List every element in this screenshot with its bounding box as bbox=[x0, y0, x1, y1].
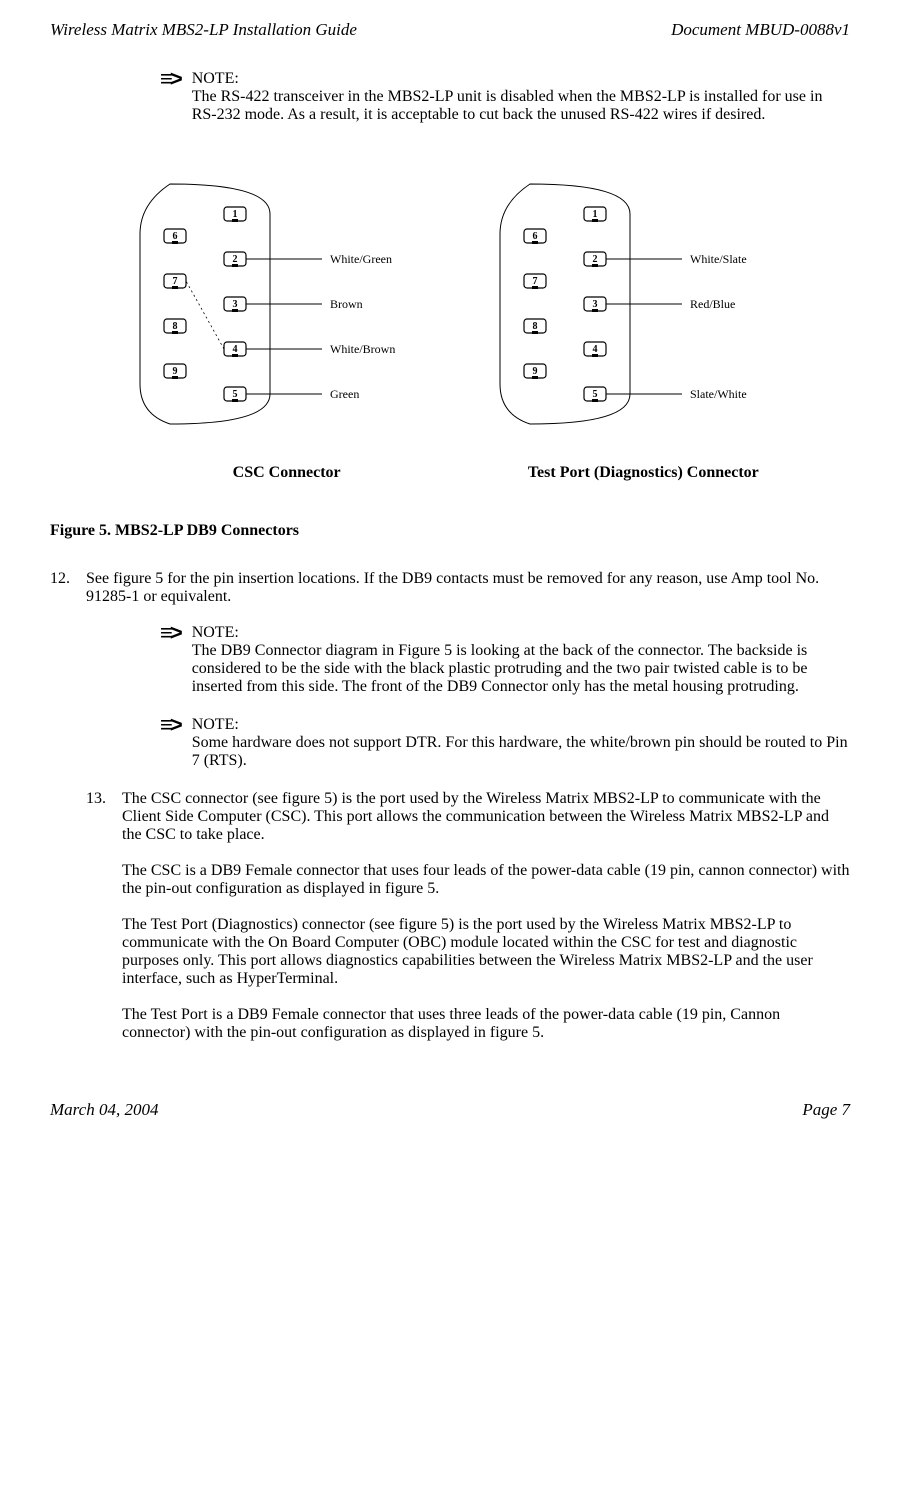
page-footer: March 04, 2004 Page 7 bbox=[50, 1100, 850, 1120]
svg-text:7: 7 bbox=[173, 276, 178, 287]
svg-text:8: 8 bbox=[533, 321, 538, 332]
svg-text:9: 9 bbox=[533, 366, 538, 377]
test-connector-diagram: 1 2 3 4 5 6 7 8 9 White/Slate Red/Blue Slate/White bbox=[480, 174, 780, 454]
svg-text:Red/Blue: Red/Blue bbox=[690, 297, 735, 311]
svg-text:1: 1 bbox=[593, 209, 598, 220]
svg-text:Slate/White: Slate/White bbox=[690, 387, 747, 401]
item-13-p4: The Test Port is a DB9 Female connector … bbox=[122, 1006, 850, 1042]
svg-text:6: 6 bbox=[173, 231, 178, 242]
item-12-text: See figure 5 for the pin insertion locat… bbox=[86, 570, 850, 606]
svg-text:4: 4 bbox=[233, 344, 238, 355]
item-13-p2: The CSC is a DB9 Female connector that u… bbox=[122, 862, 850, 898]
svg-text:9: 9 bbox=[173, 366, 178, 377]
item-12: 12. See figure 5 for the pin insertion l… bbox=[50, 570, 850, 606]
item-13: 13. The CSC connector (see figure 5) is … bbox=[86, 790, 850, 1060]
note-3: ≡> NOTE: Some hardware does not support … bbox=[160, 716, 850, 770]
svg-text:White/Slate: White/Slate bbox=[690, 252, 747, 266]
note-2-title: NOTE: bbox=[192, 624, 239, 641]
svg-text:2: 2 bbox=[233, 254, 238, 265]
note-3-title: NOTE: bbox=[192, 716, 239, 733]
test-label: Test Port (Diagnostics) Connector bbox=[463, 464, 823, 482]
arrow-icon: ≡> bbox=[160, 624, 180, 696]
note-1-text: The RS-422 transceiver in the MBS2-LP un… bbox=[192, 88, 823, 123]
figure-caption: Figure 5. MBS2-LP DB9 Connectors bbox=[50, 522, 850, 540]
header-left: Wireless Matrix MBS2-LP Installation Gui… bbox=[50, 20, 357, 40]
svg-text:8: 8 bbox=[173, 321, 178, 332]
svg-text:Green: Green bbox=[330, 387, 359, 401]
svg-text:4: 4 bbox=[593, 344, 598, 355]
svg-text:Brown: Brown bbox=[330, 297, 363, 311]
item-13-num: 13. bbox=[86, 790, 122, 1060]
csc-connector-diagram: 1 2 3 4 5 6 7 8 9 White/Green Brown White/Brown Gree… bbox=[120, 174, 420, 454]
connector-labels: CSC Connector Test Port (Diagnostics) Co… bbox=[50, 464, 850, 482]
svg-text:6: 6 bbox=[533, 231, 538, 242]
svg-text:1: 1 bbox=[233, 209, 238, 220]
note-1: ≡> NOTE: The RS-422 transceiver in the M… bbox=[160, 70, 850, 124]
item-13-p1: The CSC connector (see figure 5) is the … bbox=[122, 790, 850, 844]
note-3-text: Some hardware does not support DTR. For … bbox=[192, 734, 848, 769]
note-2: ≡> NOTE: The DB9 Connector diagram in Fi… bbox=[160, 624, 850, 696]
csc-label: CSC Connector bbox=[137, 464, 437, 482]
svg-text:White/Brown: White/Brown bbox=[330, 342, 395, 356]
arrow-icon: ≡> bbox=[160, 70, 180, 124]
svg-text:3: 3 bbox=[593, 299, 598, 310]
svg-text:3: 3 bbox=[233, 299, 238, 310]
header-right: Document MBUD-0088v1 bbox=[671, 20, 850, 40]
diagrams-row: 1 2 3 4 5 6 7 8 9 White/Green Brown White/Brown Gree… bbox=[50, 174, 850, 454]
note-2-text: The DB9 Connector diagram in Figure 5 is… bbox=[192, 642, 808, 695]
svg-text:7: 7 bbox=[533, 276, 538, 287]
footer-right: Page 7 bbox=[802, 1100, 850, 1120]
svg-text:5: 5 bbox=[593, 389, 598, 400]
item-12-num: 12. bbox=[50, 570, 86, 606]
page-header: Wireless Matrix MBS2-LP Installation Gui… bbox=[50, 20, 850, 40]
footer-left: March 04, 2004 bbox=[50, 1100, 158, 1120]
item-13-p3: The Test Port (Diagnostics) connector (s… bbox=[122, 916, 850, 988]
svg-text:2: 2 bbox=[593, 254, 598, 265]
note-1-title: NOTE: bbox=[192, 70, 239, 87]
svg-text:5: 5 bbox=[233, 389, 238, 400]
arrow-icon: ≡> bbox=[160, 716, 180, 770]
svg-text:White/Green: White/Green bbox=[330, 252, 392, 266]
